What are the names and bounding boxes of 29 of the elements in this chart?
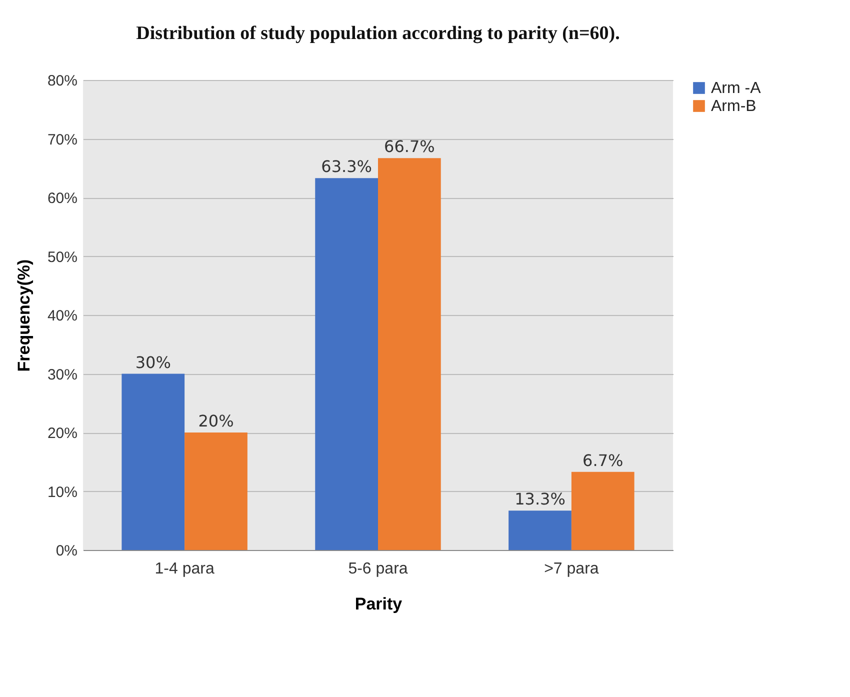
y-tick-label: 50% [47, 248, 78, 266]
y-tick-label: 20% [47, 425, 78, 442]
y-tick-label: 10% [47, 484, 78, 501]
y-tick-label: 40% [47, 308, 78, 324]
x-tick-label: >7 para [544, 560, 599, 578]
y-tick-label: 0% [56, 542, 78, 560]
annotation: 6.7% [582, 450, 624, 470]
y-tick-label: 30% [47, 366, 78, 384]
y-tick-label: 70% [47, 131, 78, 148]
x-axis-title: Parity [354, 594, 403, 614]
legend-label: Arm -A [711, 80, 762, 97]
annotation: 13.3% [514, 490, 566, 509]
bar [571, 472, 634, 550]
x-tick-label: 1-4 para [154, 560, 214, 578]
data-label: 30% [135, 352, 171, 372]
bar [508, 510, 572, 550]
bar [315, 178, 378, 550]
y-axis-title: Frequency(%) [14, 259, 34, 372]
chart-title: Distribution of study population according to parity (n=60). [136, 23, 620, 44]
bar [378, 158, 441, 550]
bar [184, 432, 248, 550]
y-tick-label: 60% [47, 190, 78, 207]
data-label: 63.3% [321, 157, 372, 176]
data-label: 66.7% [384, 137, 435, 156]
legend-label: Arm-B [711, 98, 756, 115]
data-label: 20% [198, 412, 234, 430]
bar [122, 374, 185, 550]
x-tick-label: 5-6 para [348, 560, 408, 578]
y-tick-label: 80% [47, 72, 78, 90]
